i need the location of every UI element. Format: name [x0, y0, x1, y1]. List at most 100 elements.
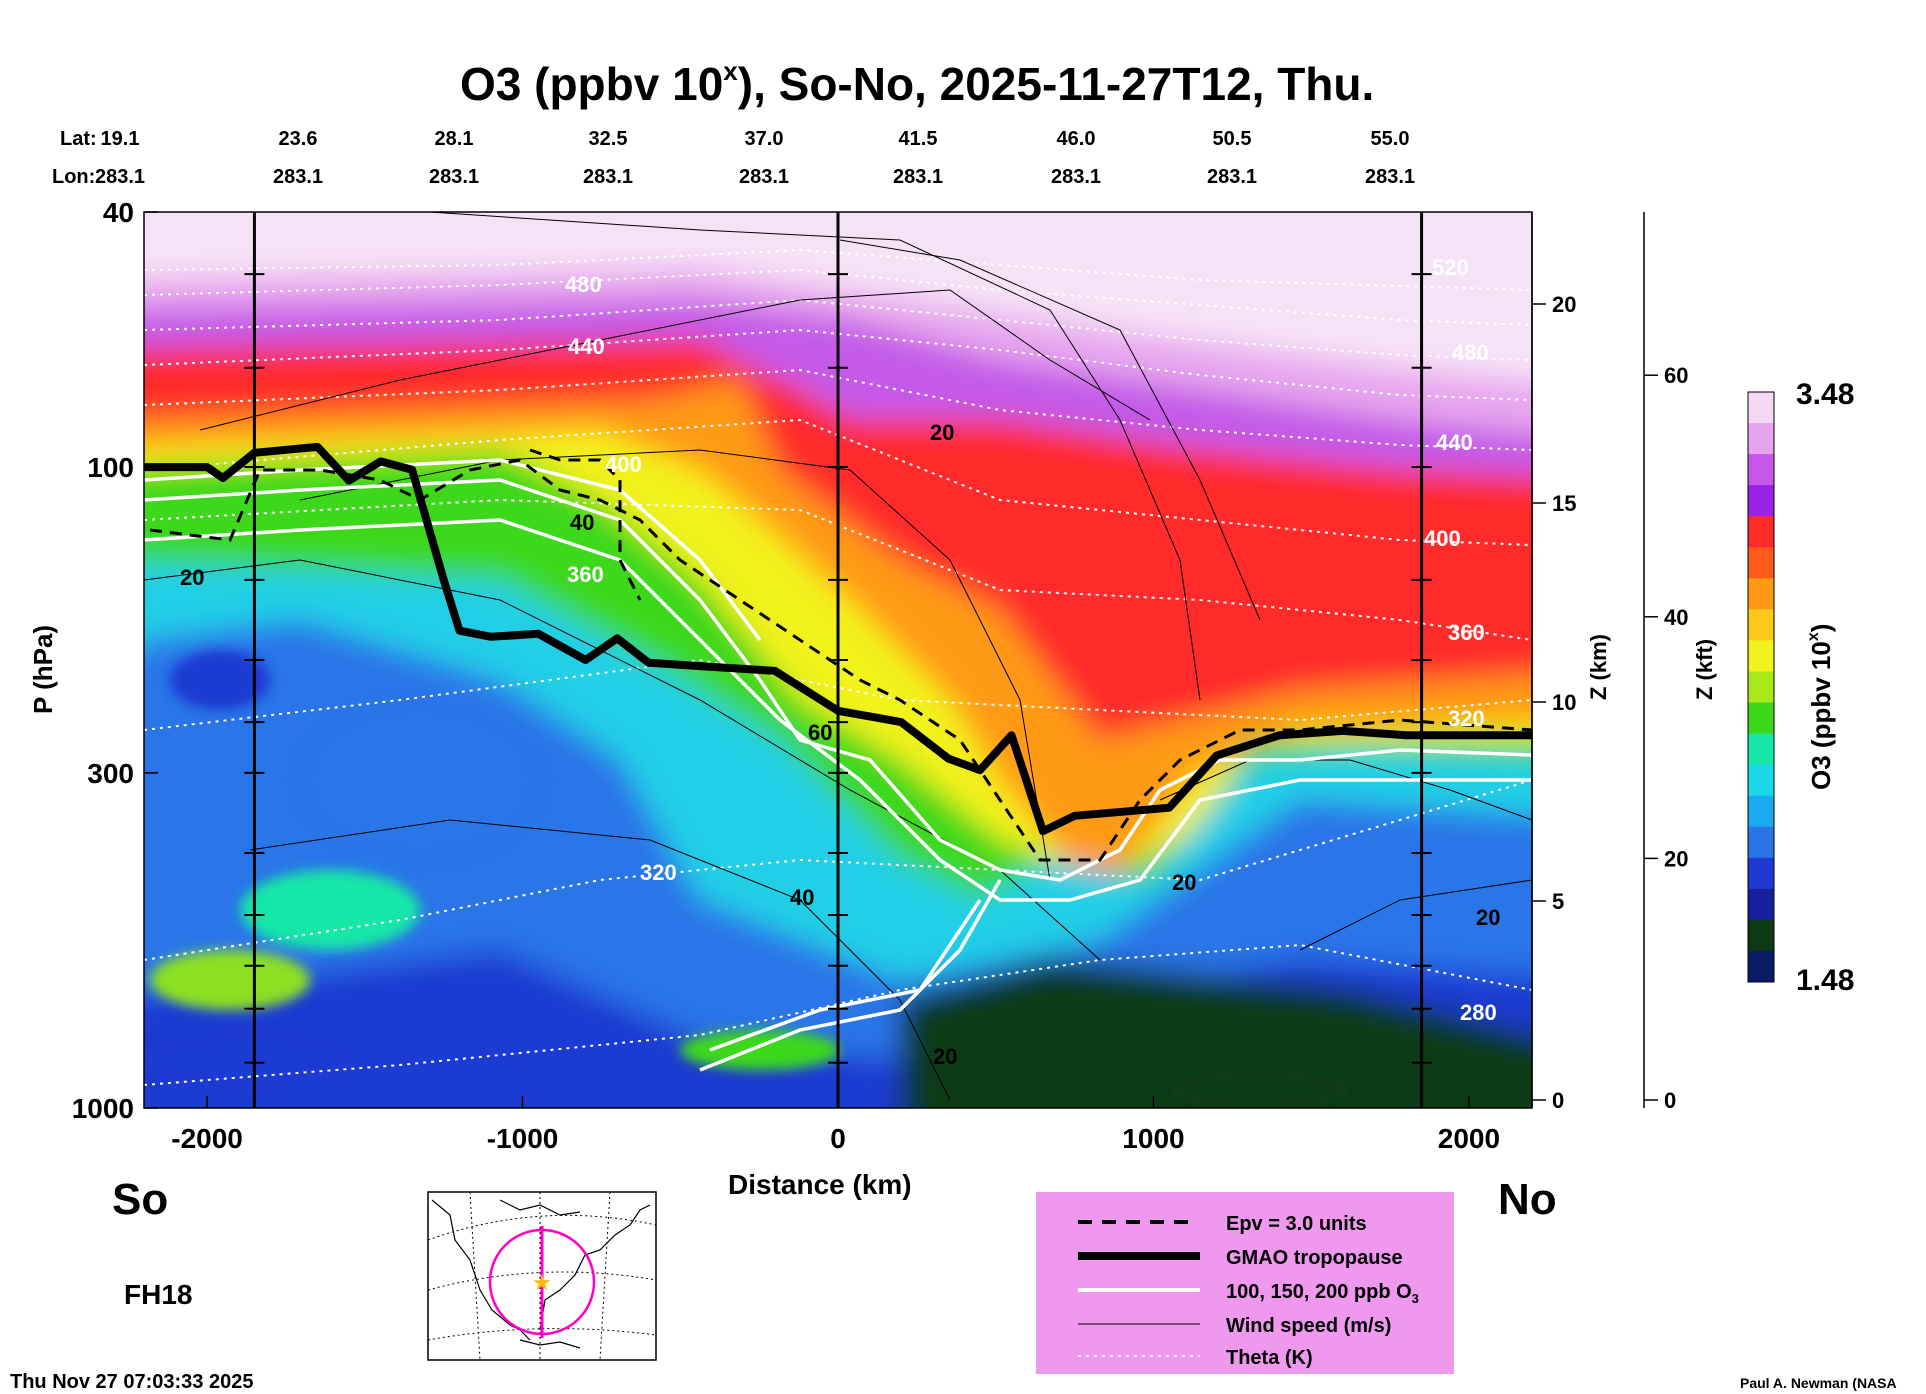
zkft-tick-label: 0 [1664, 1088, 1676, 1113]
center-star-icon: ★ [532, 1270, 552, 1295]
wind-label: 60 [808, 720, 832, 745]
legend-epv-label: Epv = 3.0 units [1226, 1213, 1367, 1235]
colorbar-swatch [1748, 578, 1774, 610]
theta-label: 520 [1432, 255, 1469, 280]
zkft-tick-label: 40 [1664, 605, 1688, 630]
y-tick-label: 1000 [72, 1093, 134, 1124]
lat-label: Lat: [60, 128, 97, 150]
ozone-features [144, 650, 1350, 1108]
lon-value: 283.1 [95, 166, 145, 188]
y-axis-title: P (hPa) [28, 625, 58, 714]
lon-label: Lon: [52, 166, 95, 188]
zkm-tick-label: 15 [1552, 491, 1576, 516]
colorbar-swatch [1748, 950, 1774, 983]
x-tick-label: -1000 [487, 1123, 559, 1154]
theta-label: 480 [565, 272, 602, 297]
theta-label: 440 [568, 334, 605, 359]
colorbar-swatch [1748, 640, 1774, 672]
colorbar-swatch [1748, 888, 1774, 921]
colorbar-swatch [1748, 795, 1774, 828]
tropopause-line [144, 442, 1532, 836]
legend-tropopause-label: GMAO tropopause [1226, 1247, 1403, 1269]
theta-label: 440 [1436, 430, 1473, 455]
colorbar-swatch [1748, 702, 1774, 735]
colorbar-frame [1747, 391, 1775, 983]
zkft-axis-title: Z (kft) [1692, 639, 1717, 700]
legend-theta-label: Theta (K) [1226, 1347, 1313, 1369]
coastline [431, 1199, 651, 1349]
colorbar-max: 3.48 [1796, 378, 1854, 411]
lat-value: 23.6 [279, 128, 318, 150]
plot-area [144, 212, 1532, 1108]
wind-label: 20 [180, 565, 204, 590]
zkft-tick-label: 60 [1664, 363, 1688, 388]
x-tick-label: 0 [830, 1123, 846, 1154]
theta-label: 280 [1460, 1000, 1497, 1025]
lon-value: 283.1 [893, 166, 943, 188]
lon-value: 283.1 [429, 166, 479, 188]
contour-labels: 480 440 400 360 320 280 520 480 440 400 … [180, 255, 1500, 1069]
colorbar-swatch [1748, 671, 1774, 704]
wind-label: 20 [1172, 870, 1196, 895]
lat-value: 50.5 [1213, 128, 1252, 150]
colorbar-swatch [1748, 733, 1774, 766]
zkm-tick-label: 5 [1552, 889, 1564, 914]
colorbar-swatch [1748, 857, 1774, 890]
wind-label: 20 [1476, 905, 1500, 930]
legend-wind-label: Wind speed (m/s) [1226, 1315, 1391, 1337]
colorbar: 3.48 1.48 O3 (ppbv 10x) [1747, 378, 1854, 997]
wind-label: 40 [570, 510, 594, 535]
zkm-tick-label: 0 [1552, 1088, 1564, 1113]
theta-label: 360 [1448, 620, 1485, 645]
timestamp: Thu Nov 27 07:03:33 2025 [10, 1371, 253, 1393]
wind-label: 20 [930, 420, 954, 445]
x-tick-label: 2000 [1438, 1123, 1500, 1154]
lon-value: 283.1 [273, 166, 323, 188]
colorbar-scale [1748, 392, 1774, 983]
zkm-tick-label: 20 [1552, 292, 1576, 317]
colorbar-swatch [1748, 485, 1774, 517]
lat-value: 19.1 [101, 128, 140, 150]
colorbar-swatch [1748, 764, 1774, 797]
theta-label: 480 [1452, 340, 1489, 365]
south-label: So [112, 1175, 168, 1224]
map-gridlines [427, 1191, 657, 1361]
theta-contours [144, 248, 1532, 1086]
colorbar-swatch [1748, 454, 1774, 486]
epv-contour [149, 448, 1532, 862]
y-tick-label: 300 [87, 758, 134, 789]
lon-value: 283.1 [1207, 166, 1257, 188]
colorbar-swatch [1748, 826, 1774, 859]
zkm-axis-title: Z (km) [1586, 634, 1611, 700]
legend: Epv = 3.0 units GMAO tropopause 100, 150… [1036, 1192, 1454, 1374]
lon-value: 283.1 [1051, 166, 1101, 188]
x-tick-label: -2000 [171, 1123, 243, 1154]
colorbar-label: O3 (ppbv 10x) [1805, 624, 1836, 790]
inset-map: ★ [427, 1191, 657, 1361]
colorbar-swatch [1748, 609, 1774, 641]
theta-label: 360 [567, 562, 604, 587]
lat-value: 37.0 [745, 128, 784, 150]
zkft-tick-label: 20 [1664, 846, 1688, 871]
lon-value: 283.1 [583, 166, 633, 188]
lat-value: 46.0 [1057, 128, 1096, 150]
forecast-hour: FH18 [124, 1279, 192, 1310]
theta-label: 320 [640, 860, 677, 885]
colorbar-min: 1.48 [1796, 964, 1854, 997]
axes: -2000 -1000 0 1000 2000 40 100 300 1000 0 5 10 15 20 0… [72, 197, 1689, 1154]
theta-label: 400 [1424, 526, 1461, 551]
x-axis-title: Distance (km) [728, 1169, 912, 1200]
credit: Paul A. Newman (NASA [1740, 1375, 1897, 1391]
x-tick-label: 1000 [1122, 1123, 1184, 1154]
colorbar-swatch [1748, 547, 1774, 579]
north-label: No [1498, 1175, 1557, 1224]
y-tick-label: 100 [87, 452, 134, 483]
colorbar-swatch [1748, 516, 1774, 548]
colorbar-swatch [1748, 919, 1774, 952]
lat-lon-header: 19.1 23.6 28.1 32.5 37.0 41.5 46.0 50.5 55.0 283.… [95, 128, 1415, 188]
chart-title: O3 (ppbv 10x), So-No, 2025-11-27T12, Thu… [460, 56, 1374, 110]
lon-value: 283.1 [1365, 166, 1415, 188]
wind-label: 40 [790, 885, 814, 910]
colorbar-swatch [1748, 392, 1774, 424]
